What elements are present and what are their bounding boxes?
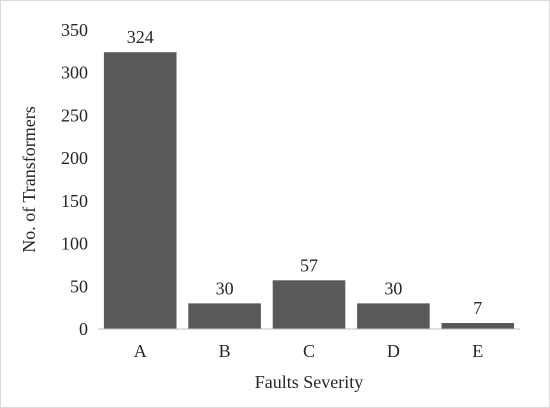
x-tick-label: B <box>219 341 231 361</box>
x-tick-label: C <box>303 341 315 361</box>
x-axis-title: Faults Severity <box>255 372 364 392</box>
data-label: 30 <box>216 278 234 298</box>
data-label: 7 <box>473 298 482 318</box>
y-tick-label: 350 <box>61 20 88 40</box>
x-axis-ticks: A B C D E <box>134 341 484 361</box>
x-tick-label: D <box>387 341 400 361</box>
x-tick-label: A <box>134 341 147 361</box>
data-labels: 324 30 57 30 7 <box>127 27 483 318</box>
y-tick-label: 250 <box>61 105 88 125</box>
bars <box>103 52 515 330</box>
y-axis-title: No. of Transformers <box>19 106 39 253</box>
x-tick-label: E <box>472 341 483 361</box>
data-label: 324 <box>127 27 154 47</box>
bar-a <box>103 52 177 330</box>
y-tick-label: 200 <box>61 148 88 168</box>
bar-d <box>357 303 430 329</box>
data-label: 30 <box>384 278 402 298</box>
y-tick-label: 100 <box>61 234 88 254</box>
y-tick-label: 50 <box>70 276 88 296</box>
bar-b <box>188 303 261 329</box>
y-tick-label: 300 <box>61 63 88 83</box>
bar-c <box>272 280 346 329</box>
y-axis-ticks: 0 50 100 150 200 250 300 350 <box>61 20 88 339</box>
y-tick-label: 0 <box>79 319 88 339</box>
bar-e <box>441 323 515 329</box>
y-tick-label: 150 <box>61 191 88 211</box>
data-label: 57 <box>300 255 318 275</box>
